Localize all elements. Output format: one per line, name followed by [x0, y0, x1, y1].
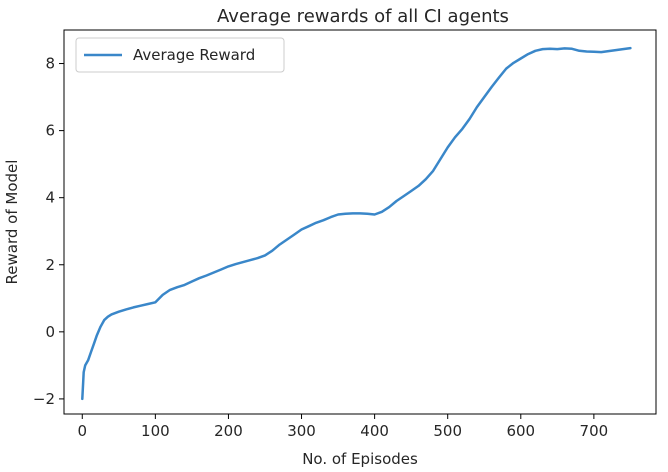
chart-title: Average rewards of all CI agents: [217, 6, 509, 27]
y-tick-label: −2: [33, 390, 55, 408]
legend: Average Reward: [75, 37, 285, 73]
y-tick-label: 6: [45, 122, 55, 140]
plot-area: 0 100 200 300 400 500 600 700 −2 0 2 4 6 8 Average R…: [33, 29, 657, 440]
y-tick-label: 0: [45, 323, 55, 341]
x-tick-label: 400: [360, 422, 389, 440]
legend-label: Average Reward: [133, 46, 255, 64]
y-tick-label: 8: [45, 55, 55, 73]
x-tick-label: 200: [214, 422, 243, 440]
legend-box: [75, 37, 285, 73]
x-axis-ticks: 0 100 200 300 400 500 600 700: [77, 414, 608, 440]
x-tick-label: 700: [580, 422, 609, 440]
y-axis-title: Reward of Model: [3, 160, 21, 285]
x-tick-label: 100: [141, 422, 170, 440]
x-tick-label: 500: [433, 422, 462, 440]
x-axis-title: No. of Episodes: [302, 450, 418, 468]
series-line-average-reward: [81, 46, 632, 401]
x-tick-label: 600: [506, 422, 535, 440]
y-axis-ticks: −2 0 2 4 6 8: [33, 55, 64, 408]
y-tick-label: 4: [45, 189, 55, 207]
x-tick-label: 0: [77, 422, 87, 440]
plot-frame: [63, 29, 657, 415]
series-layer: [81, 46, 632, 401]
x-tick-label: 300: [287, 422, 316, 440]
y-tick-label: 2: [45, 256, 55, 274]
